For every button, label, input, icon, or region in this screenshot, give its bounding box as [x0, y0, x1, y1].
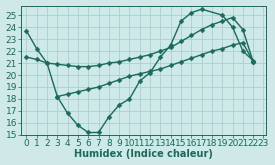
X-axis label: Humidex (Indice chaleur): Humidex (Indice chaleur) [74, 149, 213, 159]
